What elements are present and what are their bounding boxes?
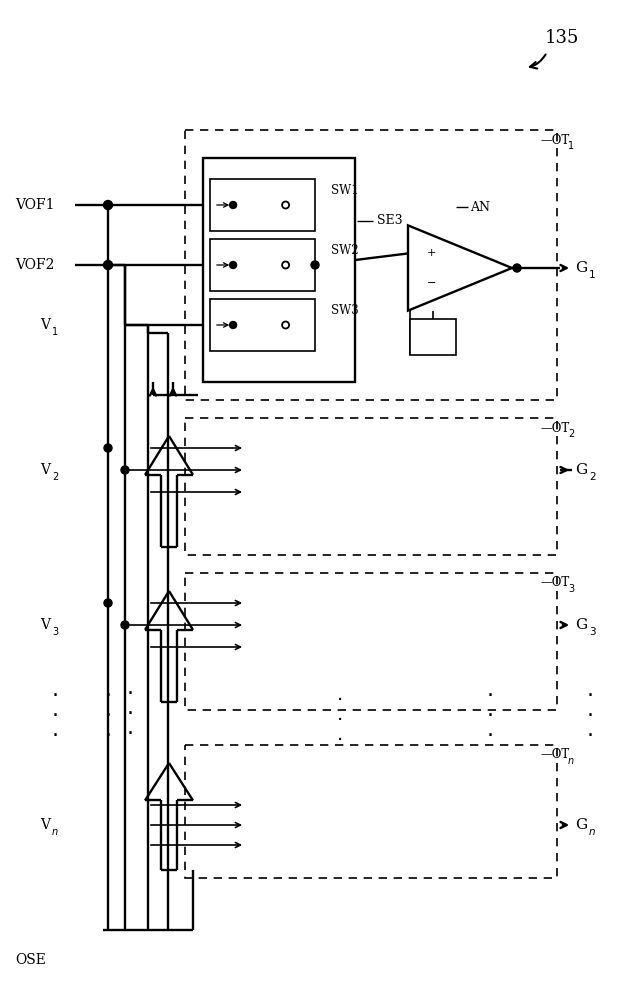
Text: VOF2: VOF2 [15, 258, 55, 272]
Text: 1: 1 [568, 141, 574, 151]
Text: −: − [427, 278, 436, 288]
Bar [185, 745, 557, 878]
Text: —OT: —OT [540, 133, 569, 146]
Text: .: . [127, 698, 134, 718]
Circle shape [513, 264, 521, 272]
Text: —OT: —OT [540, 748, 569, 762]
Circle shape [104, 599, 112, 607]
Text: SW3: SW3 [331, 304, 359, 317]
Text: G: G [575, 818, 587, 832]
Text: —OT: —OT [540, 422, 569, 434]
Text: 3: 3 [589, 627, 596, 637]
Text: .: . [51, 700, 58, 720]
Text: .: . [337, 686, 343, 704]
Text: .: . [487, 680, 493, 700]
Text: SW2: SW2 [331, 244, 359, 257]
Text: 2: 2 [589, 472, 596, 482]
FancyArrowPatch shape [530, 54, 545, 69]
Bar [210, 299, 315, 351]
Text: .: . [105, 700, 112, 720]
Text: .: . [127, 678, 134, 698]
Bar [185, 130, 557, 400]
Bar [210, 239, 315, 291]
Text: .: . [51, 680, 58, 700]
Text: SW1: SW1 [331, 184, 359, 197]
Text: .: . [586, 680, 594, 700]
Text: G: G [575, 261, 587, 275]
Circle shape [103, 260, 112, 269]
Bar [210, 179, 315, 231]
Text: .: . [337, 706, 343, 724]
Circle shape [229, 202, 236, 209]
Text: .: . [105, 720, 112, 740]
Text: 135: 135 [545, 29, 579, 47]
Text: .: . [337, 726, 343, 744]
Circle shape [104, 444, 112, 452]
Bar [185, 573, 557, 710]
Text: V: V [40, 318, 50, 332]
Text: G: G [575, 463, 587, 477]
Text: V: V [40, 618, 50, 632]
Text: G: G [575, 618, 587, 632]
Text: .: . [487, 720, 493, 740]
Circle shape [103, 200, 112, 210]
Polygon shape [408, 225, 512, 311]
Text: 3: 3 [52, 627, 58, 637]
Circle shape [121, 466, 129, 474]
Text: .: . [487, 700, 493, 720]
Text: .: . [586, 720, 594, 740]
Text: —OT: —OT [540, 576, 569, 589]
Text: .: . [127, 718, 134, 738]
Text: +: + [427, 248, 436, 258]
Bar [203, 158, 355, 382]
Circle shape [229, 261, 236, 268]
Circle shape [121, 621, 129, 629]
Text: 1: 1 [589, 270, 596, 280]
Text: 3: 3 [568, 584, 574, 594]
Text: 1: 1 [52, 327, 58, 337]
Text: 2: 2 [52, 472, 58, 482]
Text: V: V [40, 818, 50, 832]
Circle shape [229, 322, 236, 328]
Text: .: . [105, 680, 112, 700]
Text: 2: 2 [568, 429, 574, 439]
Text: VOF1: VOF1 [15, 198, 55, 212]
Bar [410, 319, 456, 355]
Text: V: V [40, 463, 50, 477]
Text: n: n [52, 827, 58, 837]
Text: n: n [568, 756, 574, 766]
Text: OSE: OSE [15, 953, 46, 967]
Text: .: . [586, 700, 594, 720]
Bar [185, 418, 557, 555]
Circle shape [311, 261, 319, 269]
Text: SE3: SE3 [377, 214, 403, 227]
Text: .: . [51, 720, 58, 740]
Text: n: n [589, 827, 596, 837]
Text: AN: AN [470, 201, 490, 214]
